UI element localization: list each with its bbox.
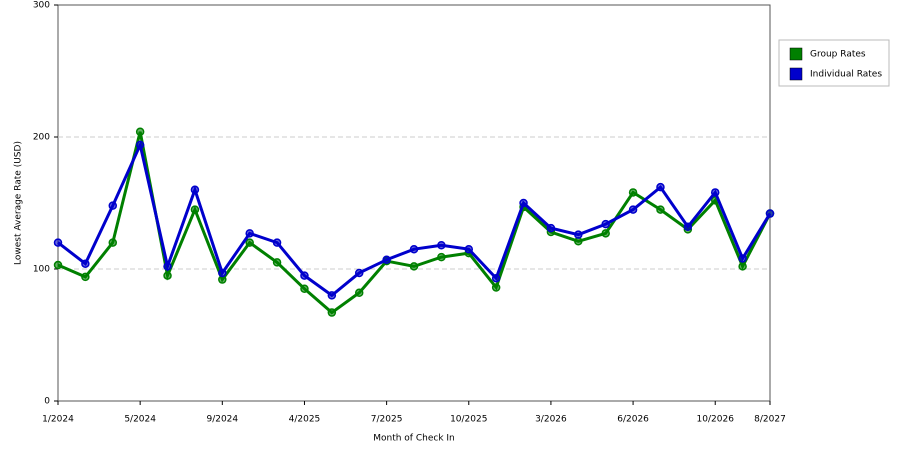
data-point <box>409 244 419 254</box>
data-point <box>628 205 638 214</box>
data-point <box>163 262 172 271</box>
data-point <box>218 268 227 278</box>
data-point <box>53 260 63 270</box>
y-tick-label: 100 <box>33 265 50 275</box>
x-tick-label: 7/2025 <box>371 415 403 425</box>
y-tick-label: 300 <box>33 1 50 11</box>
data-point <box>437 240 446 250</box>
data-point <box>327 291 337 300</box>
data-point <box>245 238 254 247</box>
x-tick-label: 10/2026 <box>697 415 735 425</box>
data-point <box>300 271 309 280</box>
data-point <box>628 188 638 197</box>
data-point <box>710 188 720 197</box>
data-point <box>354 288 364 298</box>
data-point <box>409 262 419 271</box>
data-point <box>519 198 528 208</box>
data-point <box>574 230 583 239</box>
data-point <box>765 209 775 218</box>
data-point <box>190 205 200 214</box>
data-point <box>163 271 172 280</box>
y-tick-label: 0 <box>44 397 50 407</box>
x-tick-label: 5/2024 <box>124 415 156 425</box>
data-point <box>245 229 254 238</box>
x-tick-label: 10/2025 <box>450 415 487 425</box>
data-point <box>354 268 364 278</box>
data-point <box>464 244 474 254</box>
legend-label: Group Rates <box>810 50 866 60</box>
data-point <box>300 284 309 294</box>
data-point <box>601 229 610 238</box>
x-tick-label: 6/2026 <box>617 415 649 425</box>
data-point <box>738 262 747 271</box>
data-point <box>546 223 556 233</box>
data-point <box>108 238 118 247</box>
data-point <box>81 272 90 282</box>
x-tick-label: 4/2025 <box>289 415 321 425</box>
y-tick-label: 200 <box>33 133 50 143</box>
legend-swatch <box>789 67 803 81</box>
data-point <box>437 252 446 262</box>
data-point <box>656 182 665 192</box>
data-point <box>53 238 63 247</box>
data-point <box>738 254 747 263</box>
data-point <box>135 140 145 150</box>
x-tick-label: 3/2026 <box>535 415 567 425</box>
data-point <box>135 127 145 136</box>
x-tick-label: 8/2027 <box>754 415 786 425</box>
y-axis-label: Lowest Average Rate (USD) <box>14 141 24 265</box>
data-point <box>327 308 337 317</box>
x-axis-label: Month of Check In <box>373 434 455 444</box>
data-point <box>382 255 391 265</box>
x-tick-label: 9/2024 <box>206 415 238 425</box>
data-point <box>81 259 90 268</box>
data-point <box>491 283 501 292</box>
data-point <box>683 222 693 232</box>
data-point <box>272 258 282 267</box>
plot-area <box>57 4 771 402</box>
data-point <box>190 185 200 195</box>
data-point <box>272 238 282 247</box>
x-tick-label: 1/2024 <box>42 415 74 425</box>
data-point <box>108 201 118 210</box>
legend-swatch <box>789 47 803 61</box>
data-point <box>601 219 610 229</box>
data-point <box>491 273 501 283</box>
data-point <box>656 205 665 214</box>
legend-label: Individual Rates <box>810 70 882 80</box>
